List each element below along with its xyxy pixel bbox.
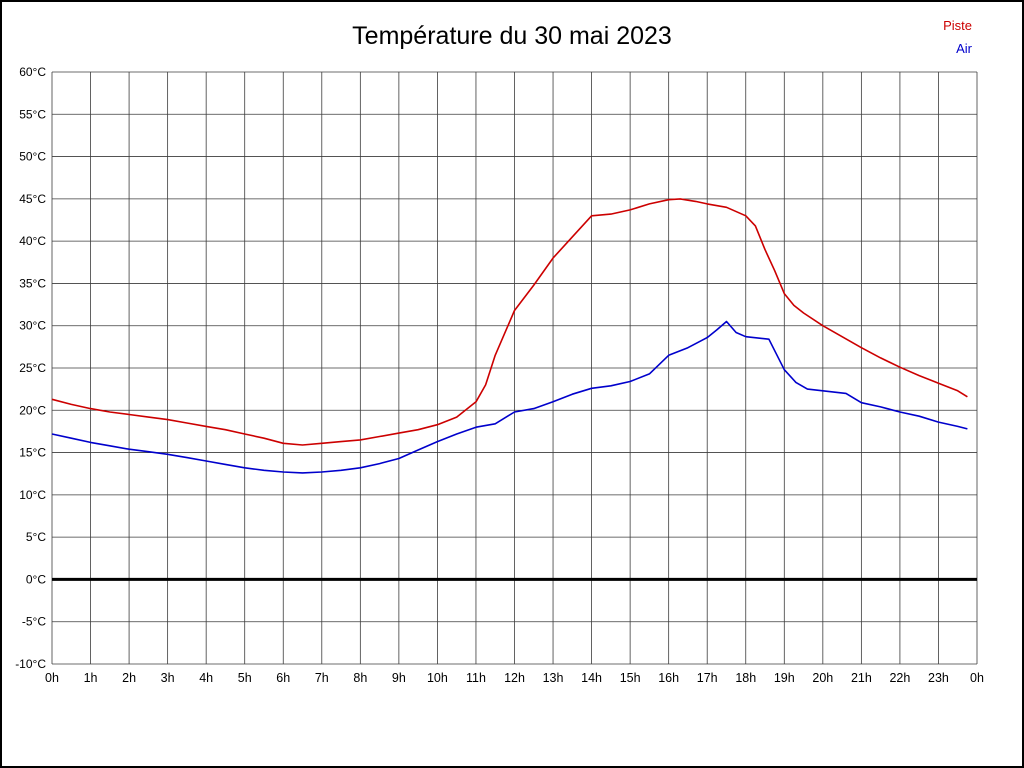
y-tick-label: 30°C — [19, 319, 46, 333]
x-tick-label: 21h — [851, 671, 872, 685]
x-tick-label: 19h — [774, 671, 795, 685]
x-tick-label: 15h — [620, 671, 641, 685]
x-tick-label: 0h — [45, 671, 59, 685]
y-tick-label: 40°C — [19, 234, 46, 248]
y-tick-label: 45°C — [19, 192, 46, 206]
x-tick-label: 12h — [504, 671, 525, 685]
y-tick-label: 60°C — [19, 65, 46, 79]
y-tick-label: 25°C — [19, 361, 46, 375]
x-tick-label: 14h — [581, 671, 602, 685]
piste-line — [51, 198, 968, 446]
x-tick-label: 13h — [543, 671, 564, 685]
x-tick-label: 0h — [970, 671, 984, 685]
x-tick-label: 4h — [199, 671, 213, 685]
x-tick-label: 10h — [427, 671, 448, 685]
y-tick-label: 5°C — [26, 530, 46, 544]
legend-item-air: Air — [956, 41, 972, 57]
y-tick-label: 35°C — [19, 276, 46, 290]
x-tick-label: 9h — [392, 671, 406, 685]
y-tick-label: 50°C — [19, 150, 46, 164]
x-tick-label: 5h — [238, 671, 252, 685]
y-tick-label: -10°C — [15, 657, 46, 671]
x-tick-label: 16h — [658, 671, 679, 685]
x-tick-label: 23h — [928, 671, 949, 685]
y-tick-label: 10°C — [19, 488, 46, 502]
air-line — [51, 320, 968, 474]
legend-item-piste: Piste — [943, 18, 972, 33]
x-tick-label: 3h — [161, 671, 175, 685]
y-tick-label: 55°C — [19, 107, 46, 121]
y-tick-label: 15°C — [19, 446, 46, 460]
y-tick-label: -5°C — [22, 615, 46, 629]
chart-legend: Piste Air — [943, 14, 972, 61]
chart-title: Température du 30 mai 2023 — [352, 22, 672, 50]
x-tick-label: 2h — [122, 671, 136, 685]
x-tick-label: 17h — [697, 671, 718, 685]
y-tick-label: 0°C — [26, 572, 46, 586]
x-tick-label: 7h — [315, 671, 329, 685]
y-tick-label: 20°C — [19, 403, 46, 417]
x-tick-label: 18h — [735, 671, 756, 685]
x-tick-label: 6h — [276, 671, 290, 685]
x-tick-label: 11h — [466, 671, 486, 685]
x-tick-label: 1h — [84, 671, 98, 685]
x-tick-label: 8h — [353, 671, 367, 685]
x-tick-label: 22h — [889, 671, 910, 685]
x-tick-label: 20h — [812, 671, 833, 685]
